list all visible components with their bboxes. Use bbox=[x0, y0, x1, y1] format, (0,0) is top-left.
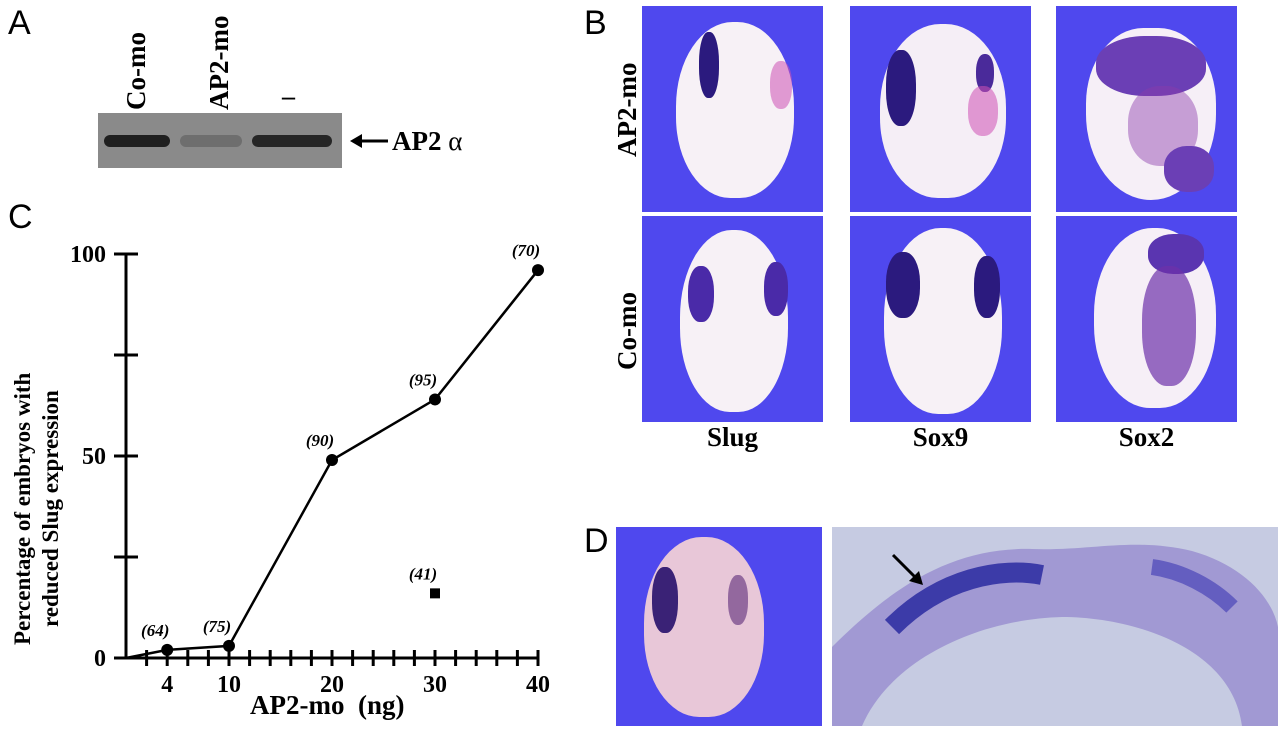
blot-arrow-icon bbox=[350, 134, 388, 148]
stain-left bbox=[652, 567, 678, 633]
panel-d-letter: D bbox=[584, 522, 609, 560]
embryo bbox=[676, 22, 794, 198]
lane-label-control: – bbox=[282, 82, 295, 111]
x-tick-label: 30 bbox=[423, 672, 447, 698]
x-axis-label: AP2-mo (ng) bbox=[250, 690, 405, 720]
x-tick-label: 10 bbox=[217, 672, 241, 698]
x-tick-label: 20 bbox=[320, 672, 344, 698]
sample-size-label: (41) bbox=[409, 564, 437, 583]
embryo-image-co-sox9 bbox=[850, 216, 1031, 422]
y-tick-label: 50 bbox=[82, 444, 106, 470]
sox2-stain-top bbox=[1096, 36, 1206, 96]
lane-label-co-mo: Co-mo bbox=[121, 32, 151, 110]
panel-b-letter: B bbox=[584, 4, 607, 42]
panel-a-letter: A bbox=[8, 4, 31, 42]
blot-band-ap2-mo bbox=[180, 135, 242, 147]
embryo-image-ap2-sox2 bbox=[1056, 6, 1237, 212]
sox9-stain-pink bbox=[968, 86, 998, 136]
y-tick-label: 100 bbox=[70, 242, 106, 268]
sample-size-label: (64) bbox=[141, 621, 169, 640]
blot-band-label: AP2 α bbox=[392, 126, 462, 157]
slug-stain-right bbox=[764, 262, 788, 316]
sample-size-label: (90) bbox=[306, 431, 334, 450]
tissue-section bbox=[832, 544, 1278, 726]
slug-stain-right bbox=[770, 61, 792, 109]
sox9-stain-right bbox=[976, 54, 994, 92]
y-axis-label-line1: Percentage of embryos with bbox=[10, 372, 35, 645]
data-point bbox=[223, 639, 235, 652]
row-label-ap2-mo: AP2-mo bbox=[612, 62, 642, 157]
embryo-image-co-sox2 bbox=[1056, 216, 1237, 422]
x-tick-label: 40 bbox=[526, 672, 550, 698]
column-label-sox9: Sox9 bbox=[912, 422, 969, 452]
sox2-stain-bottom bbox=[1164, 146, 1214, 192]
column-label-slug: Slug bbox=[706, 422, 759, 452]
dose-response-chart: 0 50 100 4 10 20 30 40 (64) (75) (90) (95) (70) (41) bbox=[70, 241, 550, 698]
stain-right bbox=[728, 575, 748, 625]
embryo-image-co-slug bbox=[642, 216, 823, 422]
lane-label-ap2-mo: AP2-mo bbox=[204, 15, 234, 110]
sample-size-label: (75) bbox=[203, 617, 231, 636]
data-point bbox=[326, 454, 338, 467]
blot-band-control bbox=[252, 135, 332, 147]
column-label-sox2: Sox2 bbox=[1118, 422, 1175, 452]
x-tick-label: 4 bbox=[161, 672, 173, 698]
sample-size-label: (70) bbox=[512, 241, 540, 260]
series-line bbox=[125, 269, 539, 660]
panel-c-letter: C bbox=[8, 198, 33, 236]
data-point-square bbox=[430, 588, 440, 599]
blot-band-label-text: AP2 bbox=[392, 126, 442, 156]
section-arrow-icon bbox=[891, 553, 923, 585]
slug-stain-left bbox=[699, 32, 719, 98]
blot-band-co-mo bbox=[104, 135, 170, 147]
embryo-image-panel-d bbox=[616, 527, 822, 726]
data-point bbox=[532, 264, 544, 277]
sample-size-label: (95) bbox=[409, 370, 437, 389]
data-point bbox=[429, 393, 441, 406]
histological-section-image bbox=[832, 527, 1278, 726]
sox2-stain-band bbox=[1142, 266, 1196, 386]
sox9-stain-right bbox=[974, 256, 1000, 318]
sox9-stain-left bbox=[886, 252, 920, 318]
blot-band-label-greek: α bbox=[448, 126, 463, 156]
row-label-co-mo: Co-mo bbox=[612, 292, 642, 370]
data-point bbox=[161, 643, 174, 656]
sox9-stain-left bbox=[886, 50, 916, 126]
slug-stain-left bbox=[688, 266, 714, 322]
embryo-image-ap2-sox9 bbox=[850, 6, 1031, 212]
western-blot bbox=[98, 113, 342, 168]
y-tick-label: 0 bbox=[94, 646, 106, 672]
embryo-image-ap2-slug bbox=[642, 6, 823, 212]
